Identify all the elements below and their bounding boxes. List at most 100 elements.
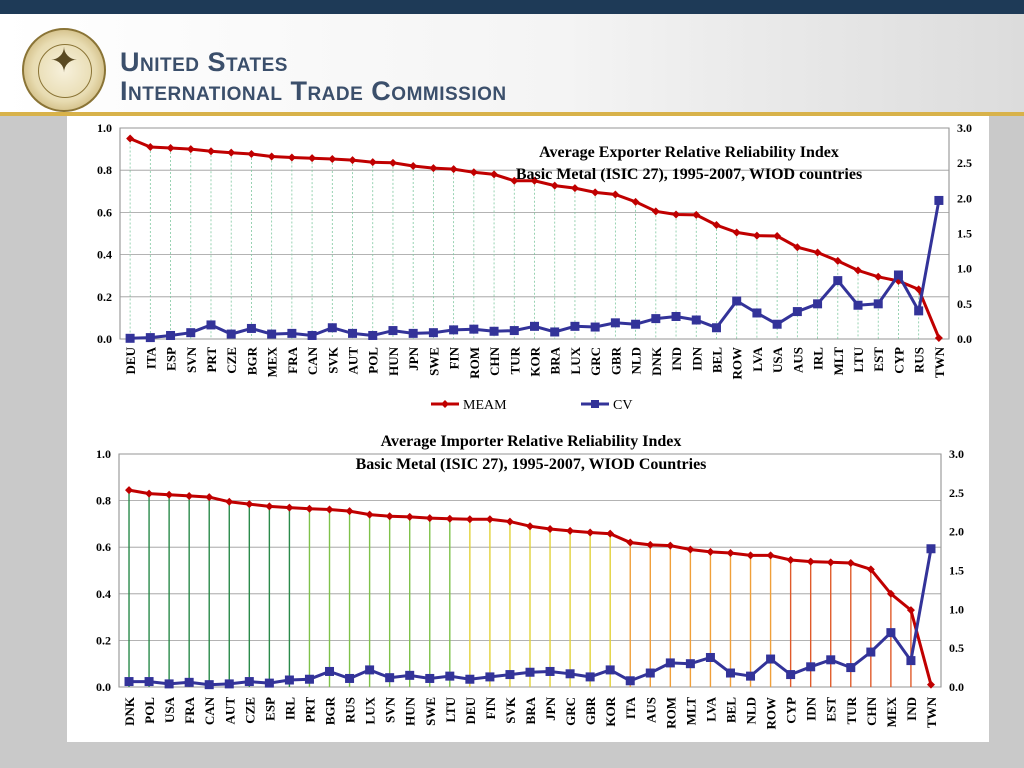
chart1-cv-point bbox=[327, 323, 337, 333]
chart1-meam-point bbox=[651, 207, 660, 216]
chart2-meam-point bbox=[626, 538, 635, 547]
chart2-meam-point bbox=[886, 589, 895, 598]
chart2-meam-point bbox=[606, 529, 615, 538]
chart2-ytick-right: 1.5 bbox=[949, 564, 964, 578]
chart1-cv-point bbox=[610, 318, 620, 328]
chart1-meam-point bbox=[914, 285, 923, 294]
chart2-meam-point bbox=[465, 515, 474, 524]
chart2-cv-point bbox=[345, 673, 355, 683]
chart2-category-label: BEL bbox=[723, 697, 738, 723]
chart1-cv-point bbox=[509, 326, 519, 336]
chart2-meam-point bbox=[265, 502, 274, 511]
chart2-category-label: CZE bbox=[242, 697, 257, 724]
chart2-meam-point bbox=[205, 493, 214, 502]
chart1-category-label: LTU bbox=[851, 346, 866, 372]
chart2-cv-point bbox=[665, 658, 675, 668]
chart1-ytick-right: 2.0 bbox=[957, 191, 972, 205]
chart1-category-label: BEL bbox=[709, 347, 724, 373]
chart2-category-label: NLD bbox=[744, 697, 759, 724]
chart2-meam-point bbox=[365, 510, 374, 519]
chart2-category-label: GBR bbox=[583, 696, 598, 725]
chart1-category-label: TWN bbox=[932, 346, 947, 378]
chart2-cv-point bbox=[926, 544, 936, 554]
chart2-meam-point bbox=[686, 545, 695, 554]
chart1-meam-point bbox=[409, 161, 418, 170]
chart1-meam-point bbox=[773, 232, 782, 241]
chart1-meam-point bbox=[530, 176, 539, 185]
chart1-meam-point bbox=[793, 243, 802, 252]
chart1-meam-point bbox=[308, 154, 317, 163]
chart2-category-label: LTU bbox=[443, 696, 458, 722]
chart1-meam-point bbox=[166, 144, 175, 153]
chart2-meam-point bbox=[185, 491, 194, 500]
chart2-cv-point bbox=[826, 655, 836, 665]
chart1-meam-point bbox=[328, 155, 337, 164]
chart1-cv-point bbox=[711, 323, 721, 333]
charts-svg: 0.0 0.2 0.4 0.6 0.8 1.0 0.0 0.5 1.0 1.5 2.0 2.5 3.0 D… bbox=[96, 121, 972, 730]
chart2-cv-point bbox=[465, 674, 475, 684]
chart1-category-label: JPN bbox=[406, 346, 421, 370]
chart1-cv-point bbox=[671, 311, 681, 321]
chart1-category-label: IND bbox=[669, 347, 684, 371]
chart1-cv-point bbox=[833, 276, 843, 286]
chart2-cv-point bbox=[625, 676, 635, 686]
chart1-category-label: HUN bbox=[386, 346, 401, 376]
chart2-meam-point bbox=[245, 500, 254, 509]
chart2-subtitle: Basic Metal (ISIC 27), 1995-2007, WIOD C… bbox=[356, 456, 707, 473]
chart2-meam-point bbox=[505, 517, 514, 526]
chart1-meam-point bbox=[490, 170, 499, 179]
chart2-category-label: SWE bbox=[423, 697, 438, 726]
chart1-cv-point bbox=[368, 330, 378, 340]
chart2-meam-point bbox=[566, 526, 575, 535]
chart1-category-label: FRA bbox=[285, 346, 300, 373]
chart2-cv-point bbox=[806, 662, 816, 672]
chart2-category-label: USA bbox=[162, 696, 177, 723]
chart1-category-label: MEX bbox=[265, 346, 280, 377]
chart2-meam-point bbox=[285, 503, 294, 512]
chart1-meam-point bbox=[267, 152, 276, 161]
chart2-category-label: EST bbox=[824, 697, 839, 722]
chart1-category-label: SWE bbox=[426, 347, 441, 376]
chart2-category-label: JPN bbox=[543, 696, 558, 720]
chart2-cv-point bbox=[886, 628, 896, 638]
chart1-category-label: AUS bbox=[790, 347, 805, 373]
chart2-category-label: HUN bbox=[403, 696, 418, 726]
chart2-category-label: IND bbox=[904, 697, 919, 721]
chart1-category-label: BRA bbox=[548, 346, 563, 374]
chart1-cv-point bbox=[145, 333, 155, 343]
chart2-category-label: RUS bbox=[343, 697, 358, 723]
chart2-category-label: LVA bbox=[703, 696, 718, 721]
chart1-cv-point bbox=[166, 330, 176, 340]
chart2-meam-point bbox=[746, 551, 755, 560]
chart1-category-label: TUR bbox=[507, 346, 522, 374]
chart2-cv-point bbox=[224, 679, 234, 689]
chart1-category-label: IDN bbox=[689, 346, 704, 370]
chart2-meam-point bbox=[385, 512, 394, 521]
chart2-cv-point bbox=[264, 678, 274, 688]
chart2-ytick-left: 0.4 bbox=[96, 587, 111, 601]
chart1-legend-meam-label: MEAM bbox=[463, 398, 507, 413]
chart2-ytick-right: 3.0 bbox=[949, 447, 964, 461]
chart2-cv-point bbox=[725, 668, 735, 678]
chart1-category-label: DNK bbox=[649, 346, 664, 376]
chart1-cv-point bbox=[590, 322, 600, 332]
chart1-legend-marker bbox=[591, 400, 599, 408]
chart1-meam-point bbox=[247, 149, 256, 158]
chart2-category-label: TWN bbox=[924, 696, 939, 728]
chart2-meam-point bbox=[726, 549, 735, 558]
chart2-cv-point bbox=[685, 659, 695, 669]
chart2-category-label: CYP bbox=[784, 697, 799, 724]
chart2-category-label: KOR bbox=[603, 696, 618, 726]
chart1-category-label: LUX bbox=[568, 346, 583, 374]
chart1-meam-point bbox=[692, 210, 701, 219]
chart1-ytick-left: 0.2 bbox=[97, 290, 112, 304]
chart1-meam-point bbox=[591, 188, 600, 197]
chart1-cv-point bbox=[469, 324, 479, 334]
chart2-cv-point bbox=[445, 671, 455, 681]
chart1-cv-point bbox=[267, 329, 277, 339]
chart1-meam-point bbox=[429, 164, 438, 173]
chart1-cv-point bbox=[691, 315, 701, 325]
chart2-meam-point bbox=[786, 556, 795, 565]
chart1-category-label: USA bbox=[770, 346, 785, 373]
chart2-category-label: SVN bbox=[383, 696, 398, 723]
